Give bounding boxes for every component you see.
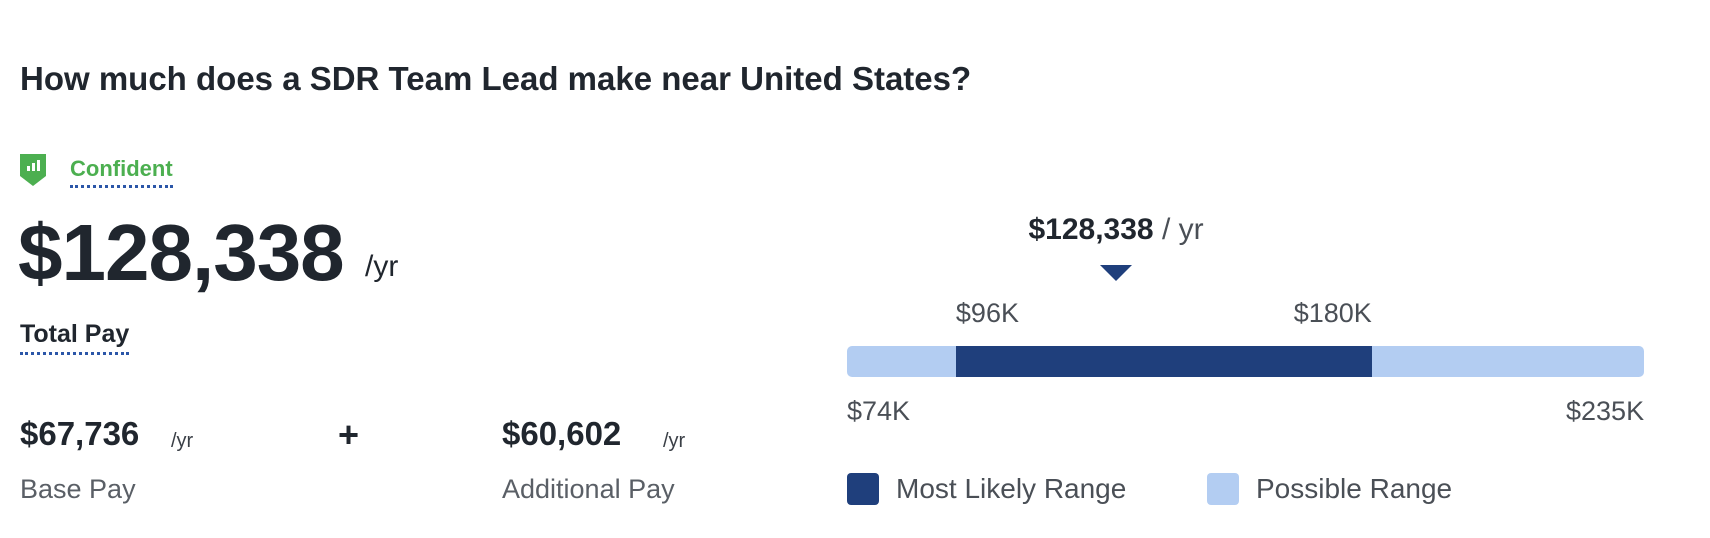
likely-range-bar: [955, 346, 1372, 377]
legend-label-likely: Most Likely Range: [896, 473, 1127, 504]
plus-sign: +: [338, 414, 360, 455]
page-title: How much does a SDR Team Lead make near …: [20, 60, 972, 97]
legend-swatch-possible: [1207, 473, 1239, 505]
marker-label: $128,338 / yr: [1028, 213, 1203, 247]
total-pay-unit: /yr: [365, 250, 399, 283]
additional-pay-label: Additional Pay: [502, 474, 675, 504]
base-pay-unit: /yr: [171, 430, 194, 452]
legend-label-possible: Possible Range: [1256, 473, 1453, 504]
likely-max-label: $180K: [1293, 298, 1372, 328]
possible-max-label: $235K: [1566, 396, 1645, 426]
shield-bar-chart-icon: [20, 154, 46, 186]
possible-min-label: $74K: [847, 396, 911, 426]
marker-unit: / yr: [1161, 213, 1204, 246]
legend-swatch-likely: [847, 473, 879, 505]
marker-triangle-icon: [1099, 265, 1132, 281]
likely-min-label: $96K: [955, 298, 1019, 328]
confidence-label[interactable]: Confident: [70, 156, 173, 188]
additional-pay-value: $60,602: [502, 415, 622, 452]
additional-pay-unit: /yr: [663, 430, 686, 452]
total-pay-label[interactable]: Total Pay: [20, 320, 130, 355]
total-pay-value: $128,338: [18, 208, 345, 297]
base-pay-value: $67,736: [20, 415, 140, 452]
marker-value: $128,338: [1028, 213, 1154, 246]
base-pay-label: Base Pay: [20, 474, 136, 504]
